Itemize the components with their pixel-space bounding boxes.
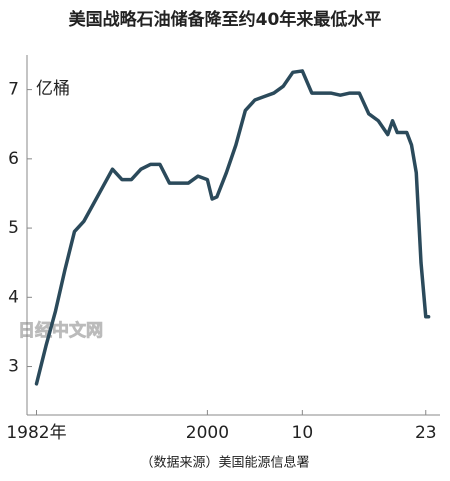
x-tick-label: 23 [415,423,437,443]
y-tick-label: 3 [8,357,19,377]
x-tick-label: 2000 [186,423,229,443]
chart-title: 美国战略石油储备降至约40年来最低水平 [69,9,382,30]
y-tick-label: 4 [8,287,19,307]
source: （数据来源）美国能源信息署 [140,455,309,471]
y-tick-label: 5 [8,218,19,238]
y-tick-label: 6 [8,149,19,169]
watermark: 日经中文网 [18,320,103,341]
y-tick-label: 7 [8,80,19,100]
data-line [34,69,431,386]
x-tick-label: 10 [292,423,314,443]
x-tick-label: 1982年 [6,423,66,443]
y-unit: 亿桶 [36,79,70,99]
